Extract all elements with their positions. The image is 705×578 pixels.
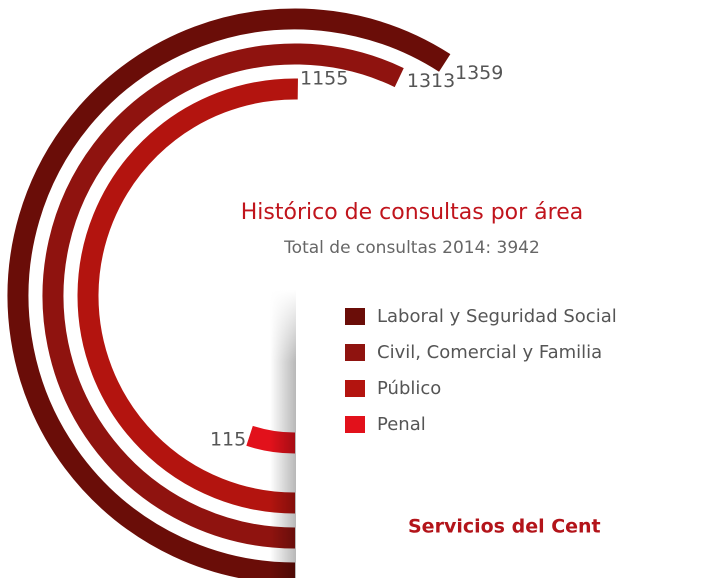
value-label: 1313: [407, 70, 455, 92]
legend-swatch: [345, 416, 365, 433]
panel: Servicios del Cent: [270, 290, 705, 578]
value-label: 1359: [455, 62, 503, 84]
value-label: 1155: [300, 67, 348, 89]
panel-shadow-fade: [270, 290, 296, 578]
arc-bar: [42, 43, 404, 549]
arc-bar: [7, 8, 451, 578]
panel-heading: Servicios del Cent: [408, 516, 601, 538]
legend-label: Penal: [377, 414, 426, 435]
arc-bar: [77, 78, 298, 514]
chart-subtitle: Total de consultas 2014: 3942: [283, 238, 540, 258]
legend-label: Civil, Comercial y Familia: [377, 342, 602, 363]
legend-label: Público: [377, 378, 441, 399]
chart-title: Histórico de consultas por área: [241, 200, 584, 225]
legend-swatch: [345, 308, 365, 325]
panel-body: [296, 290, 705, 578]
legend: Laboral y Seguridad Social Civil, Comerci…: [345, 306, 617, 435]
value-label: 115: [210, 429, 246, 451]
legend-swatch: [345, 380, 365, 397]
legend-label: Laboral y Seguridad Social: [377, 306, 617, 327]
legend-swatch: [345, 344, 365, 361]
